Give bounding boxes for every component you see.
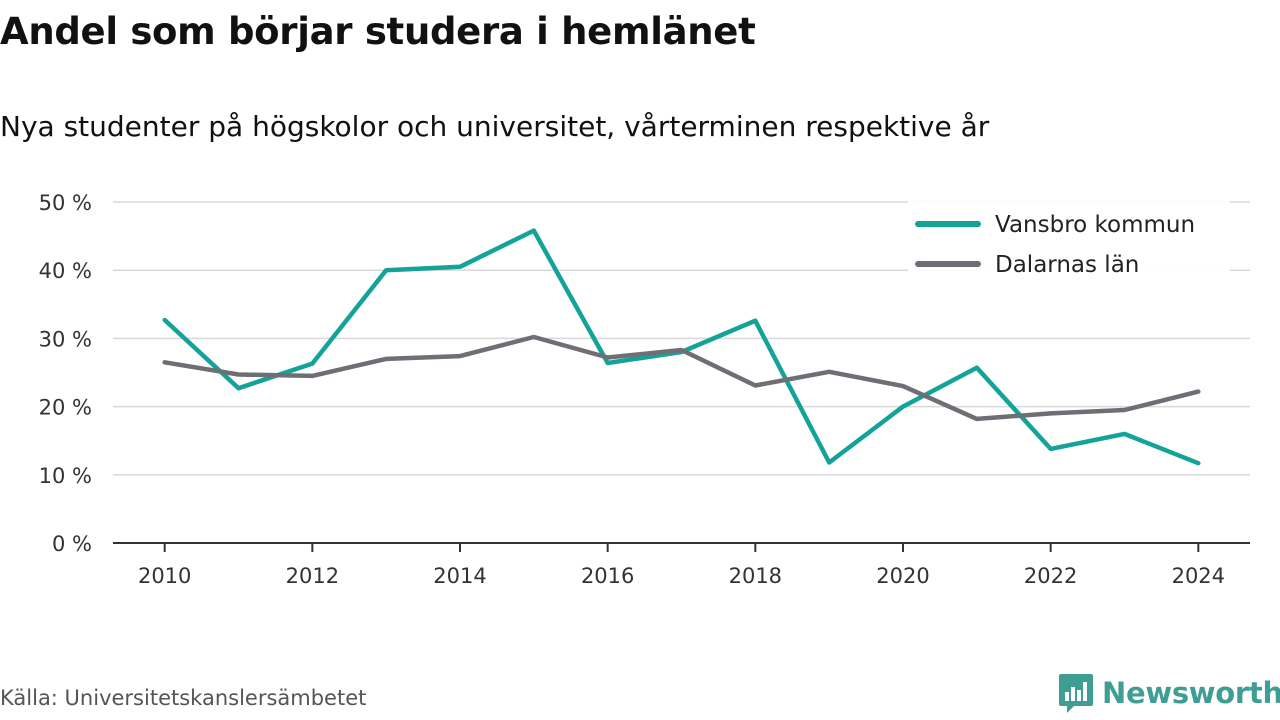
chart-subtitle: Nya studenter på högskolor och universit… — [0, 110, 990, 143]
y-tick-label: 10 % — [39, 464, 92, 488]
x-tick-label: 2018 — [729, 564, 782, 588]
y-tick-label: 30 % — [39, 327, 92, 351]
x-tick-label: 2014 — [433, 564, 486, 588]
x-tick-label: 2010 — [138, 564, 191, 588]
line-chart: 0 % 10 % 20 % 30 % 40 % 50 % 2010 2012 2014 2016 2… — [39, 191, 1250, 588]
y-tick-label: 50 % — [39, 191, 92, 215]
brand-name: Newsworthy — [1102, 676, 1280, 710]
source-note: Källa: Universitetskanslersämbetet — [0, 686, 367, 710]
series-line-2 — [162, 334, 1201, 422]
y-tick-label: 40 % — [39, 259, 92, 283]
x-tick-label: 2016 — [581, 564, 634, 588]
legend-label: Vansbro kommun — [995, 212, 1195, 238]
axis-layer: 0 % 10 % 20 % 30 % 40 % 50 % 2010 2012 2014 2016 2… — [39, 191, 1250, 588]
brand-logo[interactable]: Newsworthy — [1058, 672, 1280, 714]
x-tick-label: 2020 — [876, 564, 929, 588]
series-layer — [162, 228, 1201, 466]
x-tick-label: 2024 — [1172, 564, 1225, 588]
newsworthy-logo-icon — [1059, 674, 1093, 713]
x-tick-label: 2022 — [1024, 564, 1077, 588]
legend: Vansbro kommun Dalarnas län — [908, 198, 1230, 284]
chart-title: Andel som börjar studera i hemlänet — [0, 10, 756, 53]
y-tick-label: 20 % — [39, 396, 92, 420]
legend-background — [908, 198, 1230, 284]
y-tick-label: 0 % — [52, 532, 92, 556]
x-tick-label: 2012 — [286, 564, 339, 588]
legend-label: Dalarnas län — [995, 252, 1139, 278]
